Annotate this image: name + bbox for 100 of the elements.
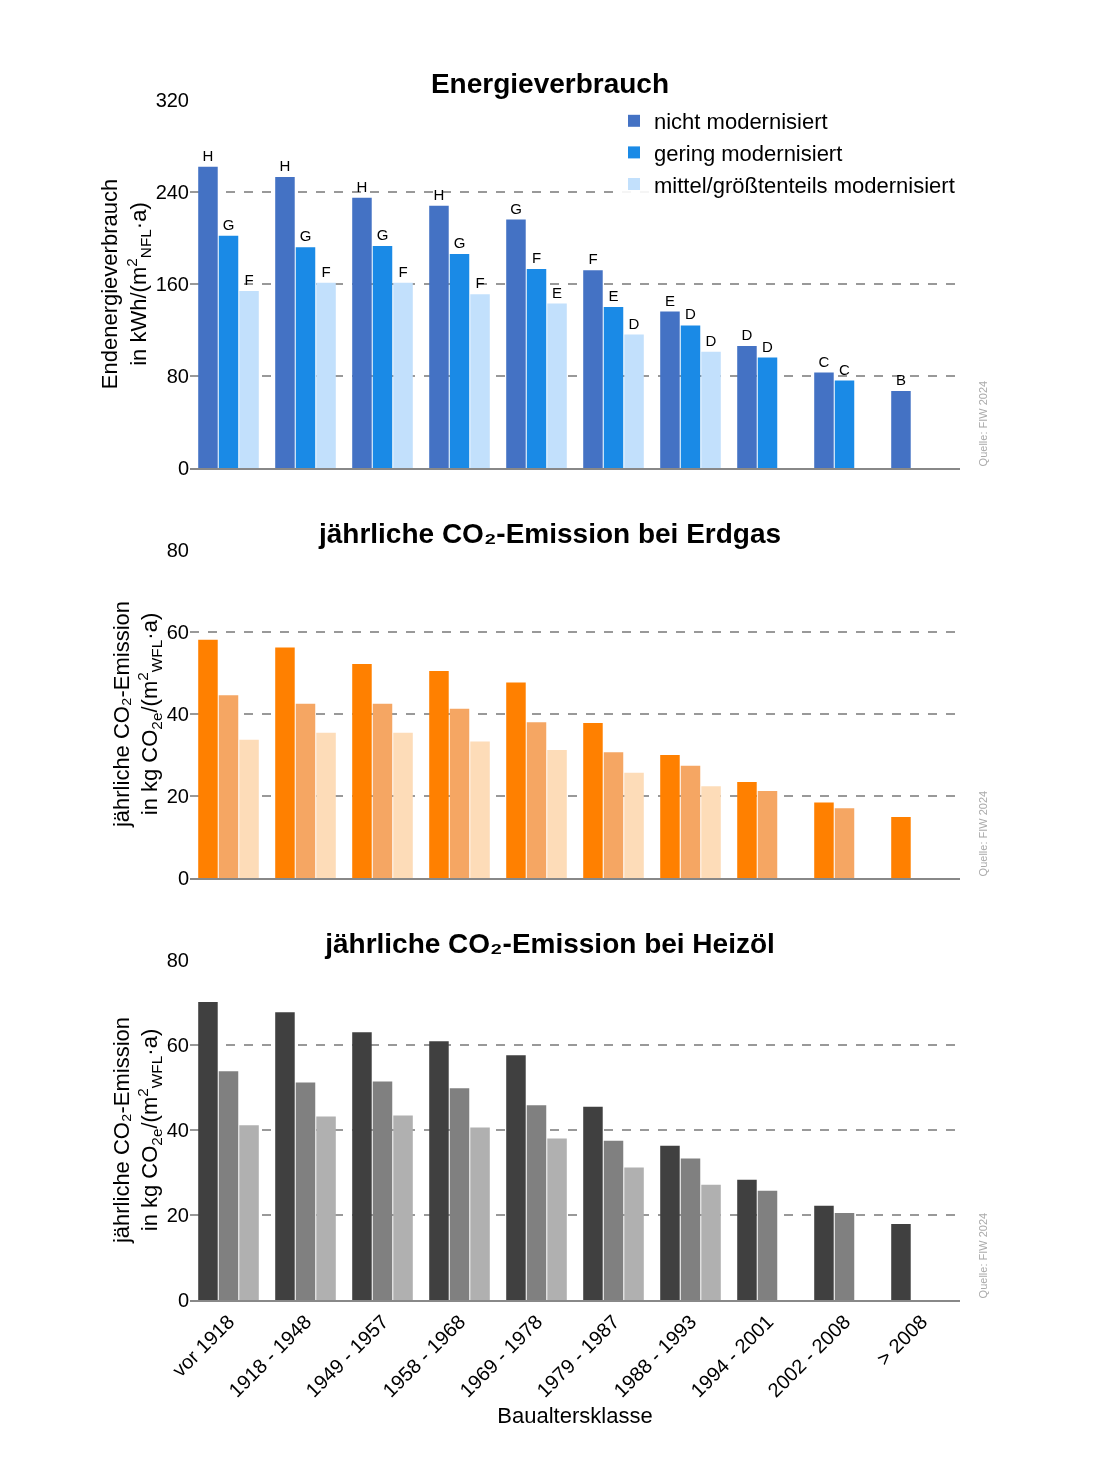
bar <box>275 1012 295 1300</box>
bar <box>737 1179 757 1300</box>
bar <box>660 1145 680 1300</box>
bar <box>624 772 644 878</box>
y-tick-label: 0 <box>177 457 189 479</box>
bar <box>660 755 680 878</box>
y-tick-label: 160 <box>155 273 189 295</box>
bar <box>701 786 721 878</box>
bar <box>624 1167 644 1300</box>
y-tick-label: 20 <box>166 785 189 807</box>
bar <box>814 372 834 468</box>
bar <box>757 357 778 468</box>
bar <box>526 269 547 468</box>
bar <box>526 722 547 878</box>
data-label: G <box>453 234 466 252</box>
data-label: D <box>685 305 696 323</box>
bar <box>393 732 413 878</box>
data-label: H <box>279 157 291 175</box>
bar <box>891 816 911 878</box>
bar <box>834 808 855 878</box>
y-tick-label: 20 <box>166 1204 189 1226</box>
bar <box>239 1125 259 1300</box>
data-label: H <box>433 185 445 203</box>
legend-label: nicht modernisiert <box>654 109 828 135</box>
y-tick-label: 240 <box>155 181 189 203</box>
bar <box>352 663 372 878</box>
y-tick-label: 80 <box>166 949 189 971</box>
bar <box>429 205 449 468</box>
data-label: H <box>202 146 214 164</box>
bar <box>372 703 393 878</box>
bar <box>198 1002 218 1300</box>
bar <box>660 311 680 468</box>
data-label: F <box>321 262 331 280</box>
bar <box>393 1115 413 1300</box>
bar <box>239 290 259 468</box>
bar <box>680 325 701 468</box>
data-label: F <box>398 262 408 280</box>
bar <box>757 791 778 878</box>
bar <box>603 307 624 468</box>
bar <box>470 1127 490 1300</box>
bar <box>547 1138 567 1300</box>
chart-title: jährliche CO₂-Emission bei Heizöl <box>324 928 775 960</box>
bar <box>218 695 239 878</box>
data-label: H <box>356 177 368 195</box>
bar <box>295 703 316 878</box>
bar <box>372 246 393 468</box>
data-label: G <box>299 227 312 245</box>
source-note: Quelle: FIW 2024 <box>977 790 990 877</box>
data-label: F <box>531 249 542 267</box>
bar <box>737 346 757 468</box>
y-tick-label: 60 <box>166 1034 189 1056</box>
y-tick-label: 60 <box>166 621 189 643</box>
bar <box>680 765 701 878</box>
bar <box>429 670 449 878</box>
data-label: G <box>376 226 389 244</box>
bar <box>316 282 336 468</box>
bar <box>891 390 911 468</box>
bar <box>275 177 295 468</box>
bar <box>352 197 372 468</box>
bar <box>891 1223 911 1300</box>
bar <box>506 1055 526 1300</box>
source-note: Quelle: FIW 2024 <box>977 380 990 467</box>
data-label: E <box>552 283 563 301</box>
y-tick-label: 40 <box>166 703 189 725</box>
data-label: E <box>664 291 675 309</box>
bar <box>506 219 526 468</box>
bar <box>814 1205 834 1300</box>
bar <box>352 1032 372 1300</box>
bar <box>393 282 413 468</box>
bar <box>834 380 855 468</box>
bar <box>449 254 470 468</box>
data-label: E <box>608 287 619 304</box>
data-label: D <box>705 331 717 349</box>
y-tick-label: 40 <box>166 1119 189 1141</box>
data-label: F <box>244 270 254 288</box>
data-label: D <box>628 314 640 332</box>
chart-title: Energieverbrauch <box>430 68 670 100</box>
bar <box>701 351 721 468</box>
data-label: D <box>741 326 753 344</box>
data-label: C <box>839 360 850 378</box>
bar <box>316 1116 336 1300</box>
bar <box>814 802 834 878</box>
bar <box>470 294 490 468</box>
bar <box>737 782 757 878</box>
bar <box>506 682 526 878</box>
bar <box>470 741 490 878</box>
legend-label: gering modernisiert <box>654 140 843 166</box>
data-label: D <box>762 337 773 355</box>
bar <box>624 334 644 468</box>
data-label: F <box>475 274 485 292</box>
bar <box>218 235 239 468</box>
data-label: B <box>895 370 906 388</box>
x-axis-title: Baualtersklasse <box>497 1403 653 1429</box>
source-note: Quelle: FIW 2024 <box>977 1212 990 1299</box>
data-label: F <box>588 250 598 268</box>
bar <box>295 247 316 468</box>
bar <box>316 732 336 878</box>
y-tick-label: 320 <box>155 89 189 111</box>
bar <box>239 739 259 878</box>
legend-label: mittel/größtenteils modernisiert <box>654 172 955 198</box>
